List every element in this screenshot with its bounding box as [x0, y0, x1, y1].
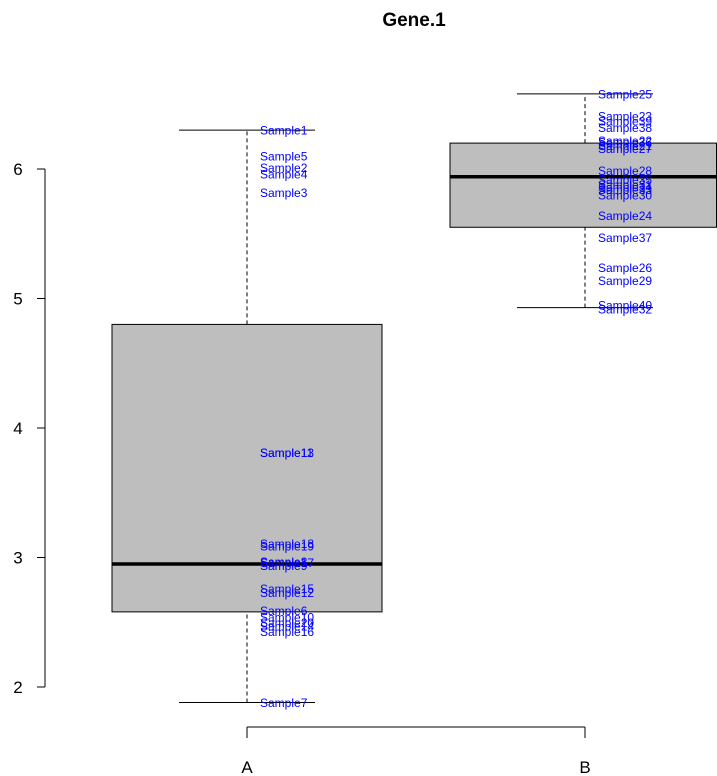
- sample-label: Sample13: [260, 446, 314, 460]
- y-tick-label: 5: [13, 290, 22, 309]
- sample-label: Sample28: [598, 164, 652, 178]
- x-tick-label: A: [241, 758, 253, 776]
- iqr-box: [449, 142, 717, 228]
- sample-label: Sample10: [260, 611, 314, 625]
- sample-label: Sample8: [260, 555, 308, 569]
- sample-label: Sample5: [260, 150, 308, 164]
- sample-label: Sample29: [598, 274, 652, 288]
- sample-label: Sample34: [598, 181, 652, 195]
- box-B: [449, 93, 717, 309]
- sample-label: Sample24: [598, 209, 652, 223]
- sample-label: Sample19: [260, 539, 314, 553]
- sample-label: Sample21: [598, 139, 652, 153]
- sample-label: Sample39: [598, 115, 652, 129]
- sample-label: Sample26: [598, 261, 652, 275]
- y-tick-label: 3: [13, 549, 22, 568]
- sample-label: Sample16: [260, 625, 314, 639]
- y-tick-label: 2: [13, 678, 22, 697]
- sample-label: Sample33: [598, 183, 652, 197]
- sample-label: Sample40: [598, 298, 652, 312]
- y-tick-label: 4: [13, 419, 22, 438]
- sample-label: Sample27: [598, 142, 652, 156]
- iqr-box: [111, 323, 383, 613]
- sample-label: Sample12: [260, 586, 314, 600]
- sample-label: Sample1: [260, 124, 308, 138]
- chart-title: Gene.1: [382, 10, 446, 31]
- sample-label: Sample25: [598, 87, 652, 101]
- sample-label: Sample9: [260, 559, 308, 573]
- sample-label: Sample23: [598, 109, 652, 123]
- sample-label: Sample37: [598, 231, 652, 245]
- sample-label: Sample4: [260, 168, 308, 182]
- sample-label: Sample17: [260, 556, 314, 570]
- x-tick-label: B: [579, 758, 590, 776]
- sample-label: Sample35: [598, 173, 652, 187]
- sample-label: Sample32: [598, 302, 652, 316]
- y-tick-label: 6: [13, 160, 22, 179]
- sample-label: Sample2: [260, 161, 308, 175]
- boxes-layer: [111, 93, 717, 704]
- sample-label: Sample14: [260, 620, 314, 634]
- sample-label: Sample15: [260, 582, 314, 596]
- sample-label: Sample38: [598, 121, 652, 135]
- y-axis: 2 3 4 5 6: [13, 160, 46, 697]
- sample-label: Sample30: [598, 188, 652, 202]
- sample-label: Sample36: [598, 135, 652, 149]
- sample-label: Sample7: [260, 696, 308, 710]
- sample-label: Sample20: [260, 616, 314, 630]
- sample-label: Sample22: [598, 134, 652, 148]
- sample-label: Sample3: [260, 186, 308, 200]
- sample-label: Sample31: [598, 178, 652, 192]
- sample-label: Sample18: [260, 537, 314, 551]
- sample-label: Sample11: [260, 446, 313, 460]
- sample-label: Sample6: [260, 604, 308, 618]
- box-A: [111, 129, 383, 704]
